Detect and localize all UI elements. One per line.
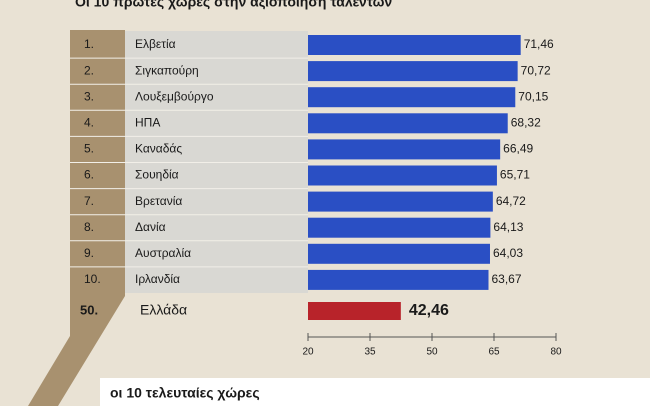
bar — [308, 87, 516, 108]
category-label: Καναδάς — [135, 142, 182, 156]
x-tick-label: 20 — [302, 347, 314, 358]
value-label: 68,32 — [511, 115, 541, 129]
category-label: Λουξεμβούργο — [135, 89, 214, 103]
rank-label: 2. — [84, 63, 94, 77]
category-label: Σιγκαπούρη — [135, 63, 199, 77]
bar — [308, 165, 497, 186]
bar — [308, 35, 521, 55]
category-label: Βρετανία — [135, 194, 182, 208]
bar — [308, 139, 501, 160]
value-label: 71,46 — [524, 37, 554, 51]
rank-label: 10. — [84, 272, 101, 286]
rank-label: 5. — [84, 142, 94, 156]
bar — [308, 113, 508, 134]
bar — [308, 243, 490, 264]
highlight-value-label: 42,46 — [409, 302, 449, 319]
rank-label: 9. — [84, 246, 94, 260]
category-label: Ιρλανδία — [135, 272, 180, 286]
rank-strip — [28, 30, 125, 406]
category-label: ΗΠΑ — [135, 115, 160, 129]
chart-title: Οι 10 πρώτες χώρες στην αξιοποίηση ταλέν… — [75, 0, 392, 10]
value-label: 63,67 — [492, 272, 522, 286]
footer-text: οι 10 τελευταίες χώρες — [110, 385, 260, 401]
x-tick-label: 80 — [550, 347, 562, 358]
rank-label: 1. — [84, 37, 94, 51]
rank-label: 8. — [84, 220, 94, 234]
x-tick-label: 35 — [364, 347, 376, 358]
rank-label: 4. — [84, 115, 94, 129]
x-tick-label: 65 — [488, 347, 500, 358]
value-label: 64,03 — [493, 246, 523, 260]
value-label: 64,72 — [496, 194, 526, 208]
value-label: 65,71 — [500, 168, 530, 182]
rank-label: 6. — [84, 168, 94, 182]
bar — [308, 191, 493, 212]
footer-box — [100, 378, 650, 406]
category-label: Ελβετία — [135, 37, 176, 51]
value-label: 64,13 — [493, 220, 523, 234]
bar — [308, 61, 518, 82]
bar — [308, 269, 489, 290]
category-label: Σουηδία — [135, 168, 179, 182]
category-label: Αυστραλία — [135, 246, 191, 260]
highlight-bar — [308, 302, 401, 320]
highlight-category: Ελλάδα — [140, 302, 187, 318]
rank-label: 7. — [84, 194, 94, 208]
value-label: 70,15 — [518, 89, 548, 103]
x-tick-label: 50 — [426, 347, 438, 358]
value-label: 70,72 — [521, 63, 551, 77]
value-label: 66,49 — [503, 142, 533, 156]
highlight-rank: 50. — [80, 302, 98, 317]
category-label: Δανία — [135, 220, 166, 234]
bar — [308, 217, 491, 238]
rank-label: 3. — [84, 89, 94, 103]
